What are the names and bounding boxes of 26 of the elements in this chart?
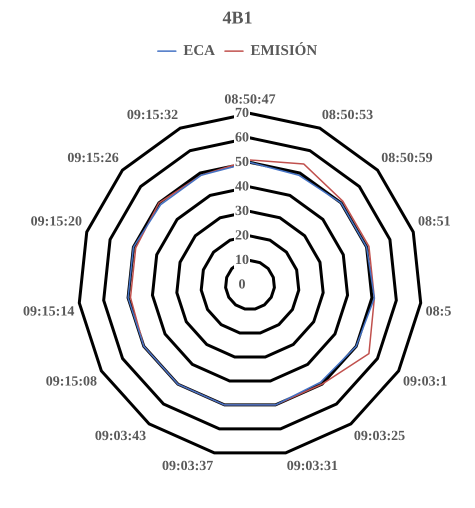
spoke-label: 09:03:43 bbox=[94, 428, 146, 444]
y-tick-label: 20 bbox=[235, 228, 249, 244]
spoke-label: 09:15:26 bbox=[67, 151, 119, 166]
legend-label: EMISIÓN bbox=[250, 42, 318, 59]
spoke-label: 08:51 bbox=[418, 214, 451, 230]
y-tick-label: 50 bbox=[235, 155, 249, 170]
spoke-label: 08:50:59 bbox=[381, 151, 433, 166]
spoke-label: 09:15:32 bbox=[126, 108, 178, 123]
spoke-label: 09:03:1 bbox=[402, 374, 448, 390]
spoke-label: 09:03:31 bbox=[286, 458, 338, 474]
chart-title: 4B1 bbox=[222, 7, 253, 28]
y-tick-label: 70 bbox=[235, 106, 249, 121]
y-tick-label: 10 bbox=[235, 253, 249, 268]
spoke-label: 09:15:08 bbox=[46, 374, 98, 390]
spoke-label: 08:50:53 bbox=[322, 108, 374, 123]
y-tick-label: 60 bbox=[235, 130, 249, 146]
y-tick-label: 40 bbox=[235, 180, 249, 195]
spoke-label: 08:50:47 bbox=[224, 92, 276, 108]
y-tick-label: 30 bbox=[235, 204, 249, 220]
spoke-label: 09:15:20 bbox=[30, 214, 82, 230]
spoke-label: 09:03:25 bbox=[354, 428, 406, 444]
spoke-label: 09:03:37 bbox=[162, 458, 214, 474]
spoke-label: 08:5 bbox=[426, 304, 452, 320]
y-tick-label: 0 bbox=[238, 278, 246, 293]
legend-label: ECA bbox=[183, 42, 216, 59]
spoke-label: 09:15:14 bbox=[22, 304, 74, 320]
